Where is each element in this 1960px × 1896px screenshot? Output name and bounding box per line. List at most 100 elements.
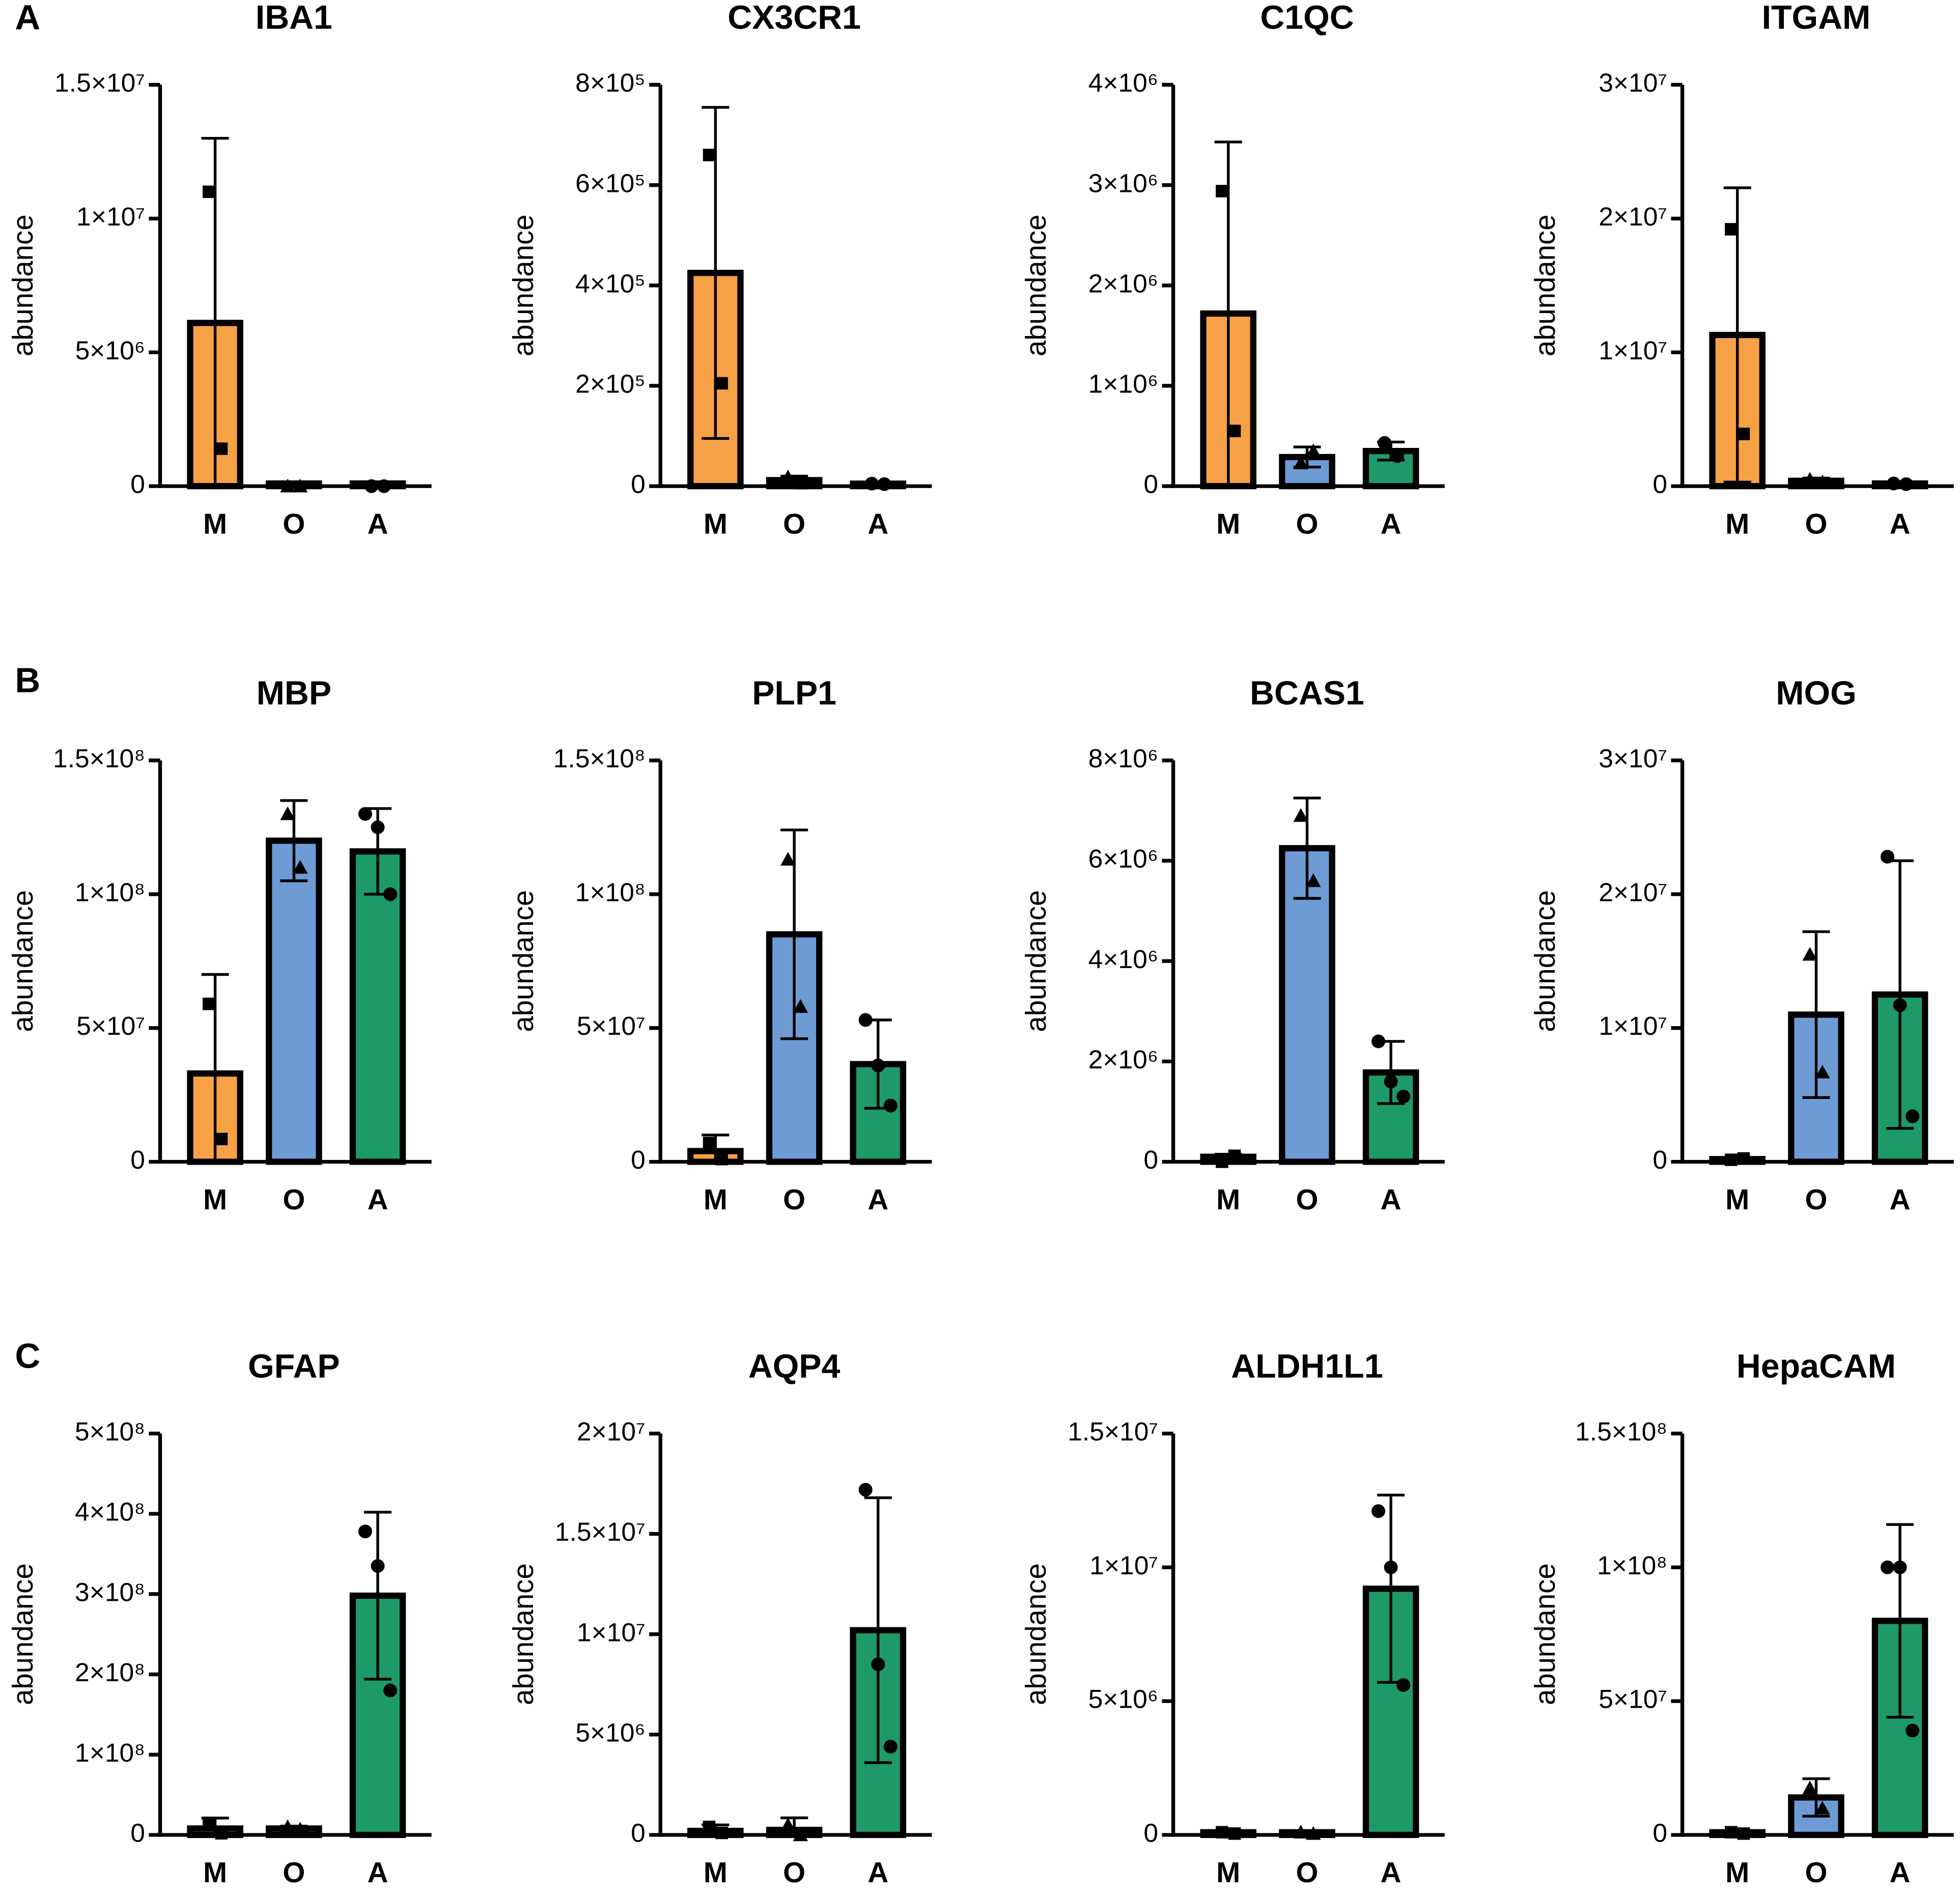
data-point <box>203 1817 215 1829</box>
x-tick-label: M <box>704 507 727 540</box>
y-tick-label: 0 <box>1143 1818 1158 1848</box>
data-point <box>858 1013 873 1027</box>
chart-title: CX3CR1 <box>727 0 861 37</box>
data-point <box>292 1822 308 1836</box>
data-point <box>280 1819 295 1833</box>
y-tick-label: 0 <box>631 469 646 499</box>
x-tick-label: A <box>1890 1183 1911 1215</box>
y-tick-label: 1.5×10⁷ <box>555 1517 646 1546</box>
x-tick-label: M <box>1216 507 1240 540</box>
x-tick-label: A <box>867 507 888 540</box>
error-bar <box>1802 1777 1830 1818</box>
data-point <box>871 1657 885 1672</box>
data-point <box>371 820 385 834</box>
data-point <box>1802 947 1817 961</box>
y-tick-label: 1×10⁷ <box>1599 1011 1667 1040</box>
x-tick-label: A <box>368 1183 388 1215</box>
data-point <box>1371 1034 1386 1049</box>
data-point <box>1802 1780 1817 1795</box>
y-tick-label: 0 <box>1653 1145 1667 1174</box>
y-tick-label: 3×10⁸ <box>75 1577 145 1607</box>
y-tick-label: 0 <box>130 1818 145 1848</box>
y-tick-label: 4×10⁶ <box>1088 944 1158 974</box>
data-point <box>1306 873 1321 887</box>
chart-title: AQP4 <box>748 1348 841 1385</box>
y-tick-label: 1×10⁸ <box>75 877 145 907</box>
y-tick-label: 3×10⁷ <box>1599 68 1667 97</box>
data-point <box>1880 1560 1895 1574</box>
data-point <box>383 1683 398 1697</box>
chart-title: PLP1 <box>752 674 836 712</box>
x-tick-label: O <box>1296 507 1319 540</box>
y-axis-label: abundance <box>1020 890 1052 1032</box>
data-point <box>883 1098 898 1113</box>
y-tick-label: 0 <box>1143 469 1158 499</box>
y-tick-label: 2×10⁶ <box>1088 1044 1158 1074</box>
y-tick-label: 2×10⁵ <box>575 369 646 399</box>
y-axis-label: abundance <box>1020 214 1052 356</box>
chart-title: C1QC <box>1260 0 1354 37</box>
y-tick-label: 2×10⁷ <box>1599 877 1667 907</box>
chart-title: MOG <box>1776 674 1856 712</box>
data-point <box>1893 998 1907 1012</box>
y-axis-label: abundance <box>1529 890 1561 1032</box>
x-tick-label: A <box>1381 507 1402 540</box>
data-point <box>715 1826 728 1840</box>
x-tick-label: M <box>1216 1856 1240 1888</box>
x-tick-label: A <box>1381 1183 1402 1215</box>
data-point <box>1396 1089 1411 1103</box>
y-tick-label: 0 <box>631 1818 646 1848</box>
x-tick-label: O <box>783 1856 805 1888</box>
y-axis-label: abundance <box>1529 214 1561 356</box>
data-point <box>383 887 398 901</box>
error-bar <box>363 1511 392 1681</box>
y-axis-label: abundance <box>1020 1563 1052 1705</box>
data-point <box>1293 456 1308 470</box>
y-tick-label: 2×10⁸ <box>75 1657 145 1687</box>
y-tick-label: 1×10⁸ <box>575 877 646 907</box>
y-tick-label: 3×10⁶ <box>1088 168 1158 197</box>
chart-title: MBP <box>257 674 331 712</box>
y-axis-label: abundance <box>1529 1563 1561 1705</box>
data-point <box>1899 477 1913 491</box>
data-point <box>1814 1064 1830 1079</box>
data-point <box>371 1559 385 1573</box>
data-point <box>1384 1074 1398 1089</box>
x-tick-label: A <box>368 507 388 540</box>
data-point <box>215 1133 228 1146</box>
data-point <box>703 1820 716 1833</box>
x-tick-label: M <box>203 1856 227 1888</box>
y-tick-label: 3×10⁷ <box>1599 744 1667 773</box>
y-tick-label: 1.5×10⁸ <box>1575 1417 1667 1446</box>
y-tick-label: 2×10⁶ <box>1088 268 1158 298</box>
x-tick-label: A <box>867 1183 888 1215</box>
y-tick-label: 0 <box>1653 1818 1667 1848</box>
x-tick-label: O <box>283 1183 305 1215</box>
data-point <box>871 1058 885 1072</box>
y-tick-label: 1×10⁷ <box>1599 335 1667 365</box>
data-point <box>1384 1560 1398 1574</box>
x-tick-label: O <box>283 507 305 540</box>
y-tick-label: 1×10⁸ <box>75 1738 145 1767</box>
y-tick-label: 1.5×10⁷ <box>1068 1417 1158 1446</box>
chart-title: ITGAM <box>1762 0 1871 37</box>
x-tick-label: M <box>1216 1183 1240 1215</box>
y-axis-label: abundance <box>507 1563 539 1705</box>
error-bar <box>864 1496 892 1764</box>
x-tick-label: M <box>1725 507 1749 540</box>
y-tick-label: 1×10⁷ <box>76 202 145 231</box>
x-tick-label: A <box>368 1856 388 1888</box>
data-point <box>203 998 215 1010</box>
data-point <box>780 469 796 484</box>
y-axis-label: abundance <box>7 1563 39 1705</box>
y-tick-label: 0 <box>130 1145 145 1174</box>
y-tick-label: 5×10⁷ <box>76 1011 145 1040</box>
data-point <box>703 1137 716 1149</box>
bar <box>266 837 322 1165</box>
chart-title: BCAS1 <box>1250 674 1364 712</box>
data-point <box>883 1740 898 1753</box>
x-tick-label: M <box>203 507 227 540</box>
data-point <box>1893 1560 1907 1574</box>
